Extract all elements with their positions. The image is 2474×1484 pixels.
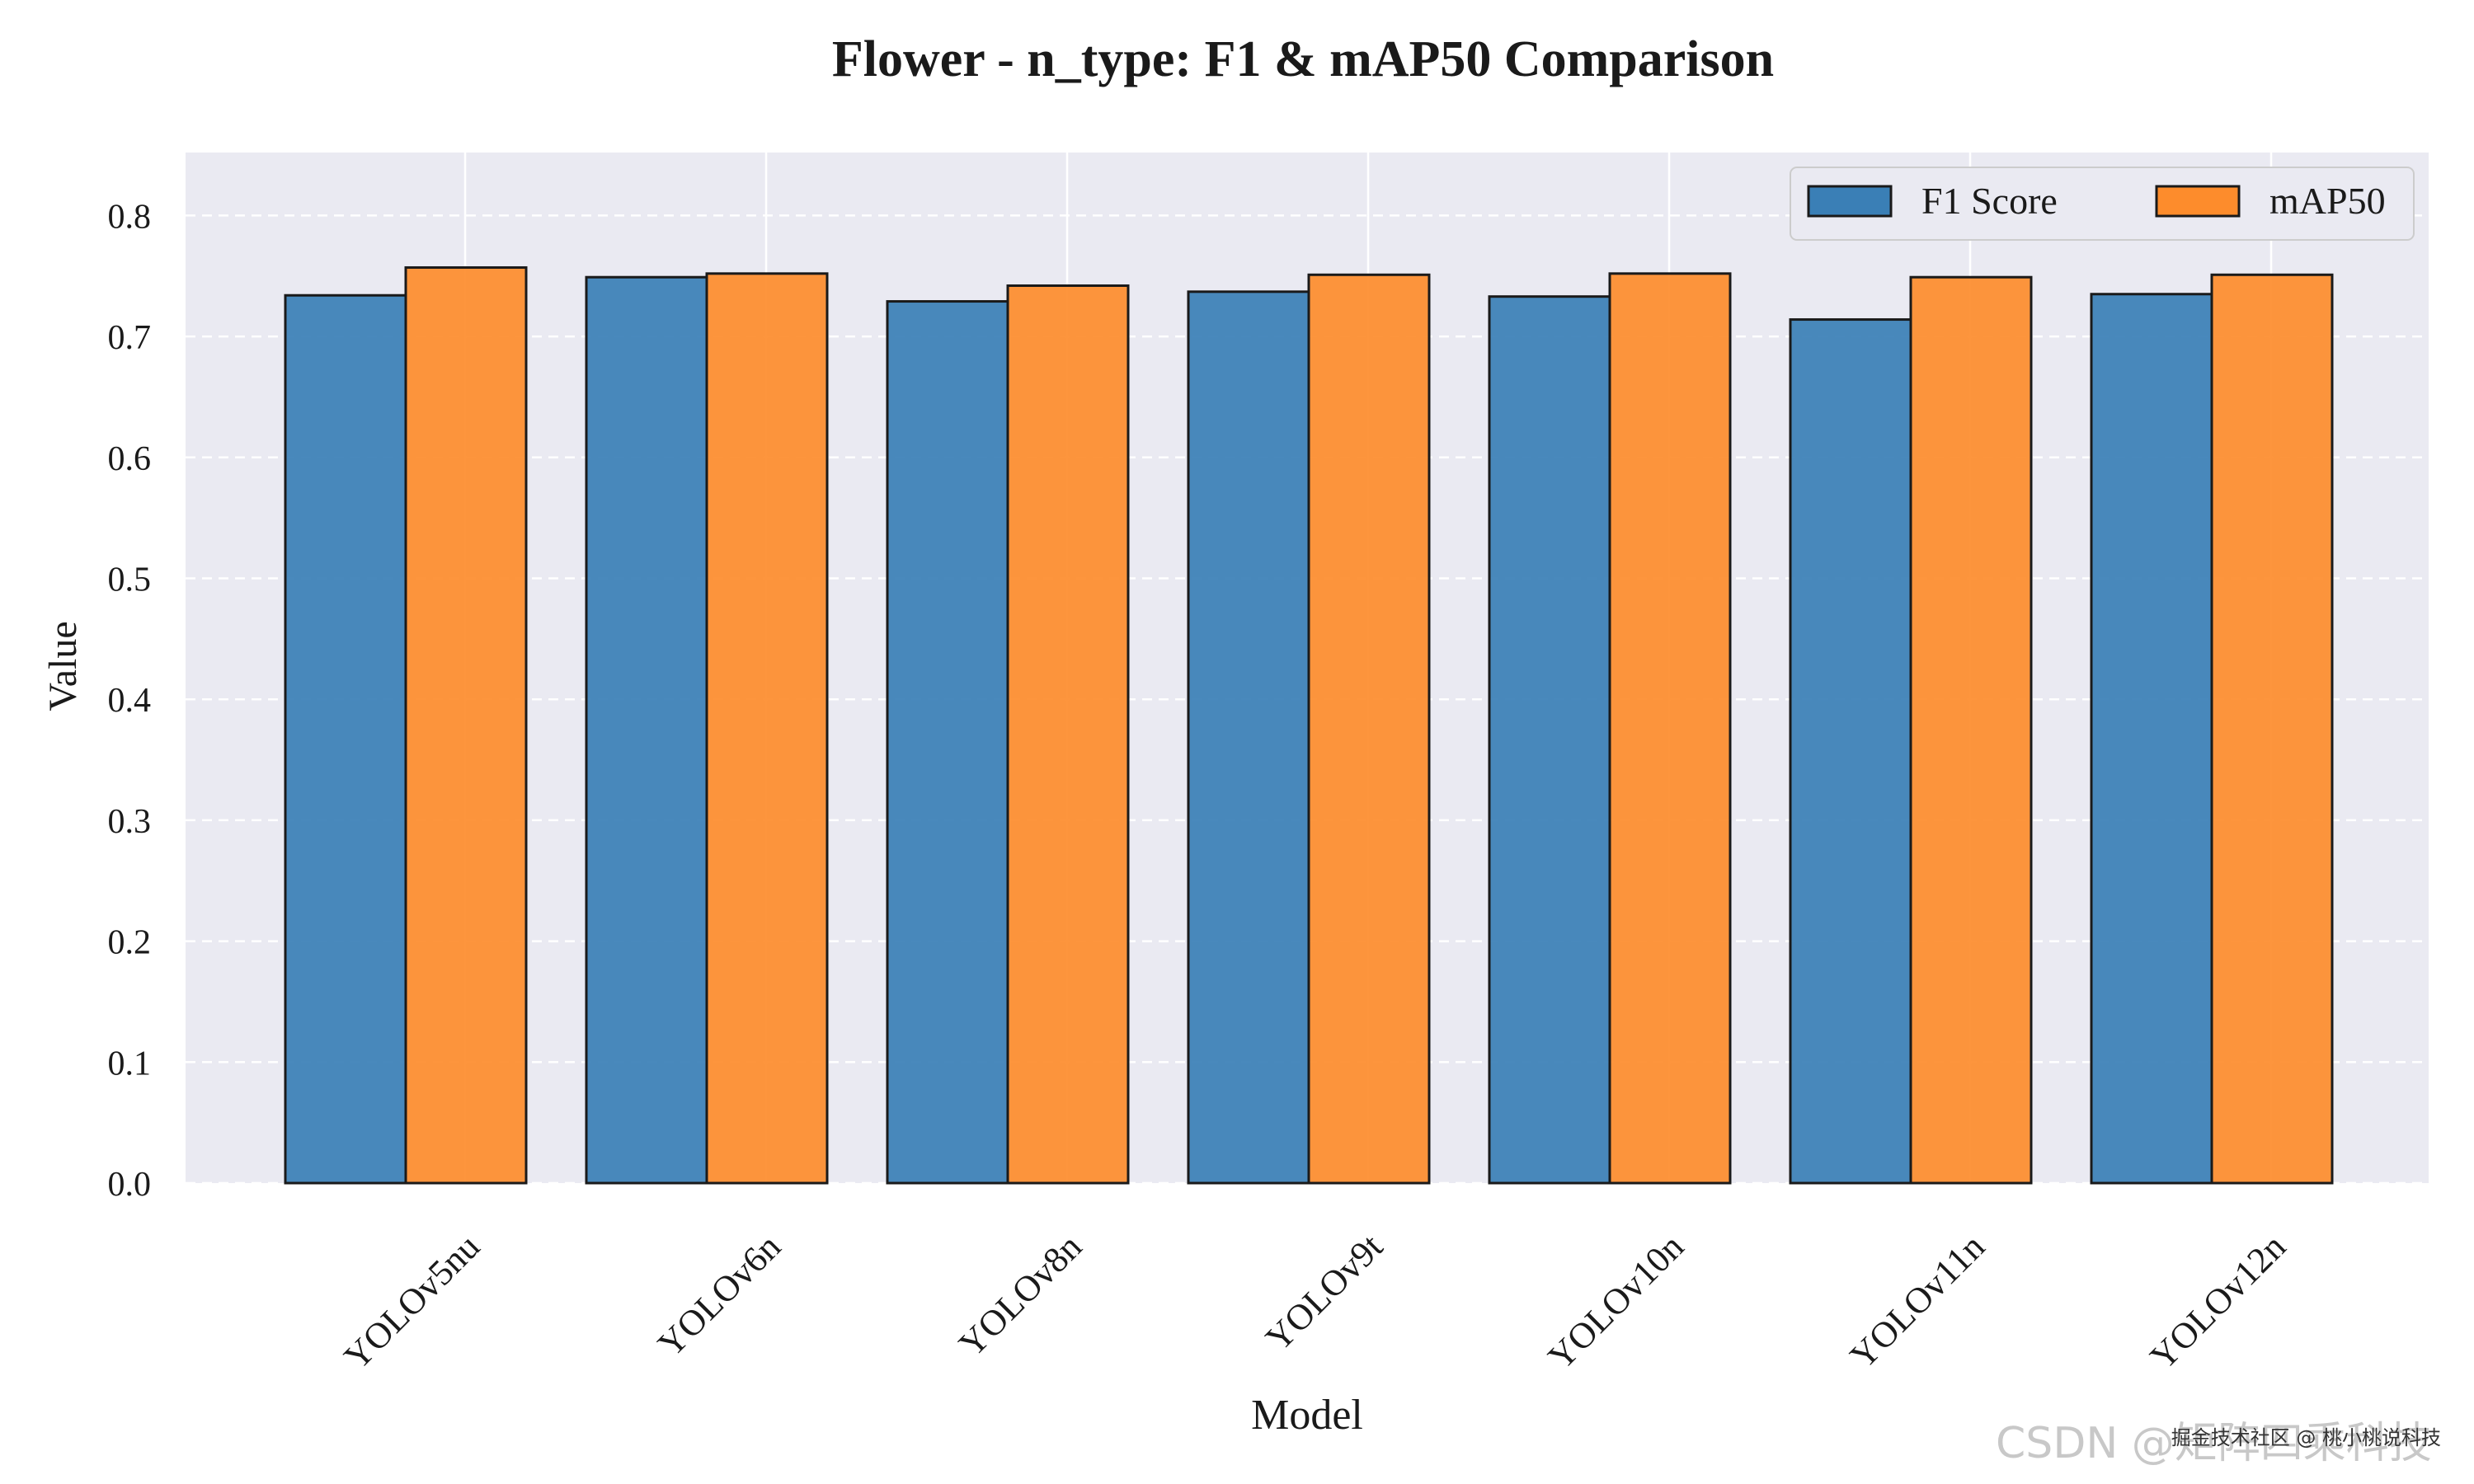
bar-map50-yolov9t [1307, 273, 1431, 1185]
y-tick-label: 0.1 [108, 1045, 152, 1082]
bar-map50-yolov5nu [404, 265, 528, 1185]
legend: F1 Score mAP50 [1790, 167, 2415, 241]
bar-f1-score-yolov5nu [284, 294, 407, 1185]
y-axis-ticks: 0.0 0.1 0.2 0.3 0.4 0.5 0.6 0.7 0.8 [108, 198, 152, 1204]
x-tick-label: YOLOv5nu [336, 1226, 487, 1377]
y-tick-label: 0.4 [108, 682, 152, 720]
x-axis-ticks: YOLOv5nu YOLOv6n YOLOv8n YOLOv9t YOLOv10n YOL… [336, 1226, 2293, 1377]
bar-map50-yolov8n [1006, 284, 1130, 1185]
bar-f1-score-yolov10n [1488, 295, 1611, 1185]
bar-f1-score-yolov8n [886, 300, 1009, 1185]
bar-map50-yolov12n [2210, 273, 2334, 1185]
y-tick-label: 0.5 [108, 561, 152, 599]
legend-label-map50: mAP50 [2269, 180, 2386, 222]
legend-swatch-map50 [2155, 185, 2241, 218]
watermark: CSDN @矩阵四乘科技 掘金技术社区 @ 桃小桃说科技 [1996, 1419, 2441, 1468]
bar-f1-score-yolov12n [2090, 293, 2213, 1185]
x-tick-label: YOLOv12n [2142, 1226, 2293, 1377]
y-tick-label: 0.0 [108, 1166, 152, 1204]
chart-title: Flower - n_type: F1 & mAP50 Comparison [832, 31, 1774, 87]
y-tick-label: 0.6 [108, 440, 152, 478]
bar-map50-yolov11n [1909, 275, 2033, 1185]
legend-frame [1790, 167, 2415, 241]
y-axis-label: Value [41, 621, 85, 711]
bar-f1-score-yolov9t [1187, 290, 1310, 1185]
watermark-text: CSDN @矩阵四乘科技 [1996, 1419, 2432, 1468]
bars [284, 265, 2334, 1185]
legend-swatch-f1-score [1807, 185, 1893, 218]
x-tick-label: YOLOv9t [1258, 1226, 1390, 1359]
x-tick-label: YOLOv8n [951, 1226, 1089, 1364]
y-tick-label: 0.2 [108, 924, 152, 962]
x-tick-label: YOLOv10n [1540, 1226, 1691, 1377]
bar-map50-yolov6n [705, 272, 829, 1185]
bar-f1-score-yolov11n [1789, 318, 1912, 1185]
x-tick-label: YOLOv6n [650, 1226, 788, 1364]
x-axis-label: Model [1251, 1392, 1363, 1439]
y-tick-label: 0.7 [108, 319, 152, 357]
y-tick-label: 0.8 [108, 198, 152, 236]
watermark-stamp: 掘金技术社区 @ 桃小桃说科技 [2171, 1426, 2441, 1449]
bar-map50-yolov10n [1608, 272, 1732, 1185]
legend-label-f1-score: F1 Score [1921, 180, 2058, 222]
bar-f1-score-yolov6n [585, 275, 708, 1185]
y-tick-label: 0.3 [108, 803, 152, 841]
x-tick-label: YOLOv11n [1842, 1226, 1992, 1376]
